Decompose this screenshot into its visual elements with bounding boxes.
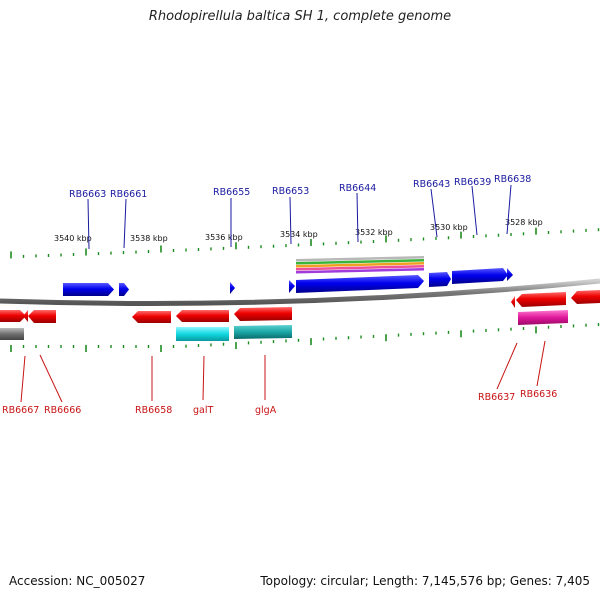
gene-arrow[interactable] (63, 283, 114, 296)
accession-text: Accession: NC_005027 (9, 574, 146, 588)
scale-label: 3538 kbp (130, 234, 168, 243)
gene-label[interactable]: RB6667 (2, 405, 39, 416)
secondary-features (0, 310, 568, 341)
gene-arrow[interactable] (452, 268, 508, 284)
gene-arrow[interactable] (507, 268, 513, 281)
scale-label: 3536 kbp (205, 233, 243, 242)
gene-label[interactable]: RB6653 (272, 186, 309, 197)
feature-bar (518, 310, 568, 325)
feature-stripes (296, 256, 424, 274)
gene-arrow[interactable] (230, 282, 235, 294)
gene-label[interactable]: RB6663 (69, 189, 106, 200)
map-title: Rhodopirellula baltica SH 1, complete ge… (148, 9, 452, 24)
scale-ticks-bottom (10, 323, 600, 352)
scale-labels: 3540 kbp 3538 kbp 3536 kbp 3534 kbp 3532… (54, 218, 543, 243)
reverse-strand-genes (0, 290, 600, 323)
gene-arrow[interactable] (571, 290, 600, 304)
gene-label[interactable]: galT (193, 405, 213, 416)
leader-lines (20, 184, 546, 403)
scale-label: 3532 kbp (355, 228, 393, 237)
reverse-gene-labels: RB6667 RB6666 RB6658 galT glgA RB6637 RB… (2, 389, 557, 416)
forward-gene-labels: RB6663 RB6661 RB6655 RB6653 RB6644 RB664… (69, 174, 531, 200)
gene-arrow[interactable] (0, 310, 26, 322)
gene-arrow[interactable] (429, 272, 451, 287)
gene-label[interactable]: RB6638 (494, 174, 531, 185)
scale-label: 3534 kbp (280, 230, 318, 239)
gene-label[interactable]: RB6661 (110, 189, 147, 200)
gene-label[interactable]: RB6639 (454, 177, 491, 188)
gene-arrow[interactable] (234, 307, 292, 321)
gene-arrow[interactable] (132, 311, 171, 323)
gene-label[interactable]: RB6655 (213, 187, 250, 198)
feature-bar (234, 325, 292, 339)
gene-label[interactable]: RB6666 (44, 405, 81, 416)
feature-bar (176, 327, 229, 341)
genome-backbone (0, 278, 600, 306)
gene-label[interactable]: RB6636 (520, 389, 557, 400)
scale-label: 3540 kbp (54, 234, 92, 243)
gene-arrow[interactable] (296, 275, 424, 293)
gene-label[interactable]: glgA (255, 405, 277, 416)
gene-arrow[interactable] (511, 296, 515, 308)
forward-strand-genes (63, 268, 513, 296)
gene-arrow[interactable] (119, 283, 129, 296)
gene-label[interactable]: RB6658 (135, 405, 172, 416)
gene-label[interactable]: RB6643 (413, 179, 450, 190)
gene-arrow[interactable] (28, 310, 56, 323)
gene-arrow[interactable] (23, 310, 28, 322)
scale-ticks-top (10, 227, 600, 259)
scale-label: 3530 kbp (430, 223, 468, 232)
genome-stats-text: Topology: circular; Length: 7,145,576 bp… (260, 574, 590, 588)
scale-label: 3528 kbp (505, 218, 543, 227)
gene-arrow[interactable] (176, 310, 229, 322)
gene-label[interactable]: RB6637 (478, 392, 515, 403)
feature-bar (0, 328, 24, 340)
gene-arrow[interactable] (289, 280, 295, 293)
gene-arrow[interactable] (516, 292, 566, 307)
gene-label[interactable]: RB6644 (339, 183, 376, 194)
